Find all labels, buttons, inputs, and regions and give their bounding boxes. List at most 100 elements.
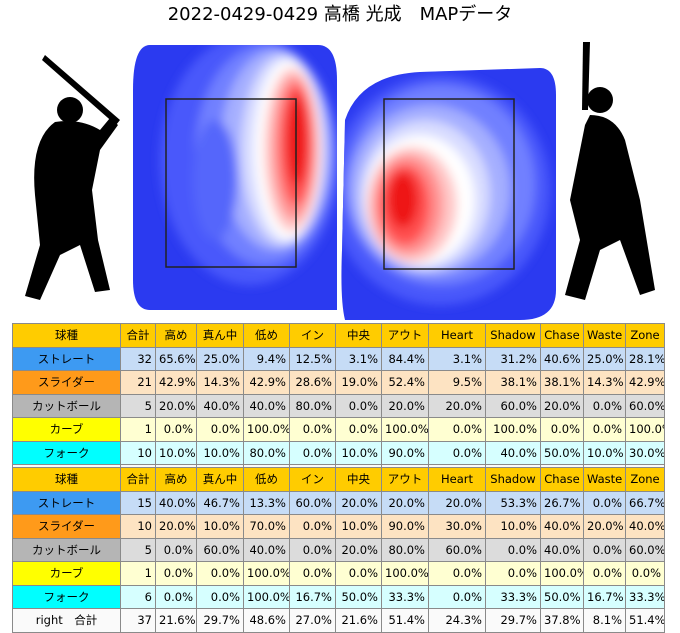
cell: Shadow	[485, 323, 541, 348]
cell: 20.0%	[381, 393, 429, 418]
cell: 29.7%	[485, 608, 541, 633]
cell: 48.6%	[243, 608, 290, 633]
pitch-type: ストレート	[12, 490, 121, 515]
cell: 0.0%	[155, 561, 197, 586]
header-row: 球種 合計 高め 真ん中 低め イン 中央 アウト Heart Shadow Chase Waste Z…	[12, 467, 665, 492]
cell: 27.0%	[289, 608, 336, 633]
cell: Zone	[625, 323, 665, 348]
cell: 21.6%	[155, 608, 197, 633]
cell: 40.0%	[625, 514, 665, 539]
cell: 100.0%	[381, 561, 429, 586]
cell: 合計	[120, 467, 156, 492]
cell: 31.2%	[485, 346, 541, 371]
cell: 低め	[243, 467, 290, 492]
cell: 10.0%	[155, 440, 197, 465]
data-row: フォーク 6 0.0% 0.0% 100.0% 16.7% 50.0% 33.3% 0.0% 33…	[12, 584, 665, 609]
cell: 10.0%	[485, 514, 541, 539]
cell: 32	[120, 346, 156, 371]
cell: 0.0%	[155, 537, 197, 562]
cell: イン	[289, 467, 336, 492]
cell: 46.7%	[196, 490, 244, 515]
cell: 90.0%	[381, 440, 429, 465]
cell: 100.0%	[540, 561, 584, 586]
cell: Heart	[428, 323, 486, 348]
cell: 10	[120, 514, 156, 539]
data-row: right 合計 37 21.6% 29.7% 48.6% 27.0% 21.6% 51.4%…	[12, 608, 665, 633]
cell: 10	[120, 440, 156, 465]
cell: 40.0%	[540, 514, 584, 539]
cell: 40.0%	[485, 440, 541, 465]
cell: 0.0%	[335, 561, 382, 586]
cell: 30.0%	[428, 514, 486, 539]
cell: 0.0%	[289, 417, 336, 442]
cell: 37	[120, 608, 156, 633]
cell: アウト	[381, 467, 429, 492]
cell: 9.4%	[243, 346, 290, 371]
cell: 20.0%	[428, 393, 486, 418]
map-area: 2022-0429-0429 高橋 光成 MAPデータ	[25, 4, 655, 320]
cell: 0.0%	[485, 537, 541, 562]
cell: 20.0%	[583, 514, 626, 539]
cell: 0.0%	[335, 417, 382, 442]
cell: 0.0%	[289, 537, 336, 562]
page: 2022-0429-0429 高橋 光成 MAPデータ	[12, 4, 665, 633]
cell: 20.0%	[335, 537, 382, 562]
cell: 21	[120, 370, 156, 395]
cell: 40.6%	[540, 346, 584, 371]
cell: 中央	[335, 467, 382, 492]
data-row: カットボール 5 0.0% 60.0% 40.0% 0.0% 20.0% 80.0% 60.0%…	[12, 537, 665, 562]
cell: 21.6%	[335, 608, 382, 633]
pitch-type: スライダー	[12, 370, 121, 395]
cell: 51.4%	[381, 608, 429, 633]
cell: Chase	[540, 467, 584, 492]
cell: 低め	[243, 323, 290, 348]
cell: 8.1%	[583, 608, 626, 633]
pitch-type: カーブ	[12, 417, 121, 442]
cell: 19.0%	[335, 370, 382, 395]
pitch-type: フォーク	[12, 440, 121, 465]
pitch-type: 球種	[12, 467, 121, 492]
cell: 29.7%	[196, 608, 244, 633]
cell: 66.7%	[625, 490, 665, 515]
cell: 20.0%	[428, 490, 486, 515]
cell: 真ん中	[196, 323, 244, 348]
cell: 84.4%	[381, 346, 429, 371]
stats-table-right: 球種 合計 高め 真ん中 低め イン 中央 アウト Heart Shadow Chase Waste Z…	[12, 467, 665, 633]
cell: 合計	[120, 323, 156, 348]
cell: 60.0%	[428, 537, 486, 562]
cell: 38.1%	[540, 370, 584, 395]
pitch-type: カットボール	[12, 537, 121, 562]
cell: 40.0%	[155, 490, 197, 515]
cell: 42.9%	[243, 370, 290, 395]
cell: 0.0%	[289, 514, 336, 539]
cell: 60.0%	[485, 393, 541, 418]
cell: Chase	[540, 323, 584, 348]
cell: 100.0%	[381, 417, 429, 442]
cell: 80.0%	[243, 440, 290, 465]
cell: 100.0%	[243, 584, 290, 609]
cell: イン	[289, 323, 336, 348]
heatmap-left	[133, 45, 337, 310]
cell: 100.0%	[485, 417, 541, 442]
cell: 3.1%	[335, 346, 382, 371]
data-row: ストレート 15 40.0% 46.7% 13.3% 60.0% 20.0% 20.0% 20.…	[12, 490, 665, 515]
cell: 10.0%	[335, 440, 382, 465]
stats-table-left: 球種 合計 高め 真ん中 低め イン 中央 アウト Heart Shadow Chase Waste Z…	[12, 323, 665, 489]
cell: 40.0%	[243, 393, 290, 418]
pitch-type: ストレート	[12, 346, 121, 371]
cell: 16.7%	[583, 584, 626, 609]
cell: 9.5%	[428, 370, 486, 395]
cell: 33.3%	[381, 584, 429, 609]
cell: 33.3%	[485, 584, 541, 609]
cell: 0.0%	[625, 561, 665, 586]
cell: 0.0%	[428, 561, 486, 586]
cell: 16.7%	[289, 584, 336, 609]
cell: 0.0%	[155, 584, 197, 609]
cell: 0.0%	[583, 561, 626, 586]
cell: 50.0%	[335, 584, 382, 609]
cell: 0.0%	[583, 393, 626, 418]
data-row: カーブ 1 0.0% 0.0% 100.0% 0.0% 0.0% 100.0% 0.0% 0.0%…	[12, 561, 665, 586]
title: 2022-0429-0429 高橋 光成 MAPデータ	[168, 4, 513, 25]
cell: 中央	[335, 323, 382, 348]
cell: 14.3%	[583, 370, 626, 395]
